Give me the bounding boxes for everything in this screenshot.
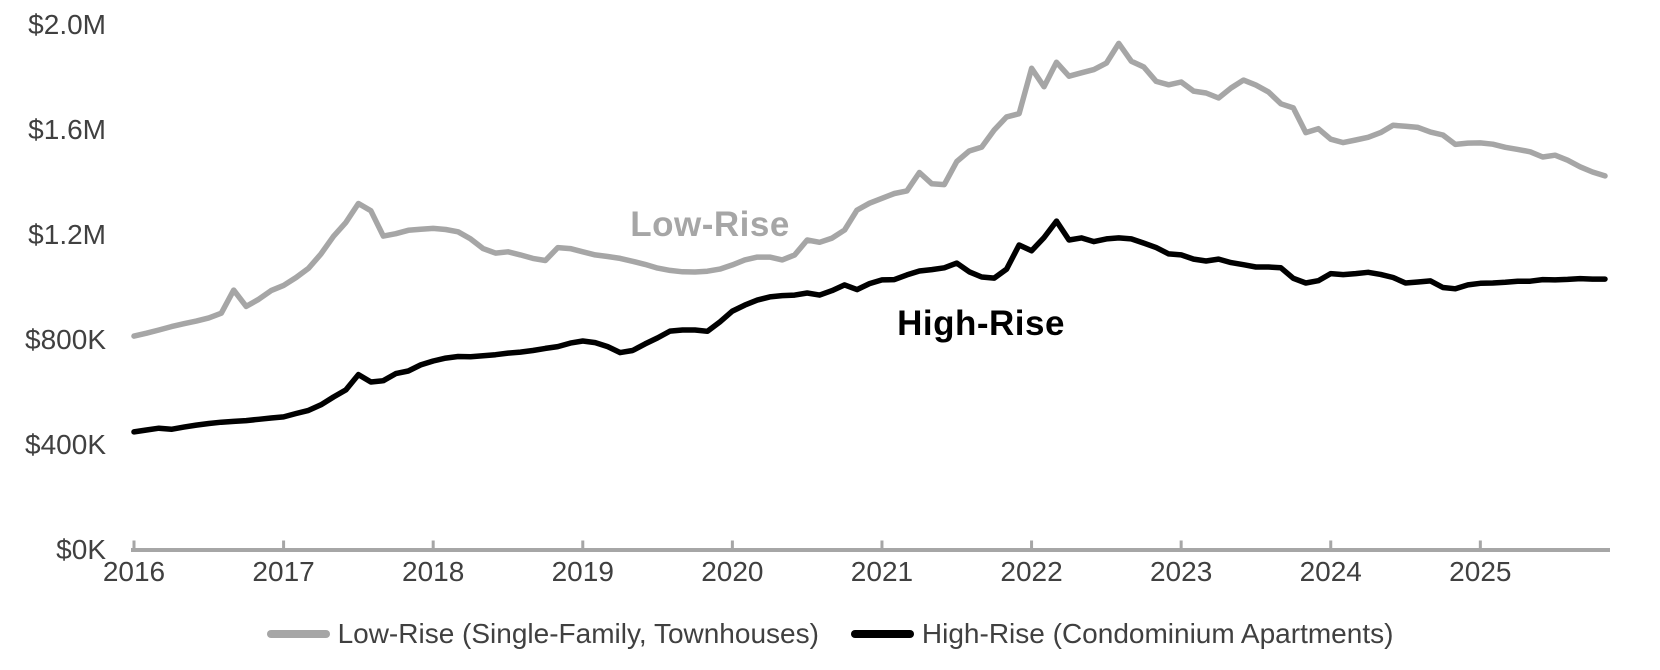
legend-label-low-rise: Low-Rise (Single-Family, Townhouses) — [337, 618, 819, 649]
y-axis-tick-label: $1.6M — [28, 114, 106, 145]
legend-item-high-rise: High-Rise (Condominium Apartments) — [850, 618, 1394, 650]
legend-item-low-rise: Low-Rise (Single-Family, Townhouses) — [266, 618, 819, 650]
series-label-low-rise: Low-Rise — [630, 205, 790, 244]
x-axis-tick-label: 2024 — [1299, 556, 1362, 587]
x-axis-tick-label: 2018 — [402, 556, 465, 587]
y-axis-tick-label: $400K — [25, 429, 106, 460]
low-rise-line-swatch — [266, 630, 330, 638]
x-axis-tick-label: 2019 — [551, 556, 614, 587]
high-rise-line-swatch — [850, 630, 914, 638]
y-axis-tick-label: $1.2M — [28, 219, 106, 250]
legend-label-high-rise: High-Rise (Condominium Apartments) — [921, 618, 1394, 649]
x-axis-tick-label: 2016 — [102, 556, 166, 587]
x-axis-tick-label: 2023 — [1149, 556, 1213, 587]
y-axis-tick-label: $0K — [56, 534, 106, 565]
x-axis-tick-label: 2025 — [1449, 556, 1512, 587]
x-axis-tick-label: 2022 — [1000, 556, 1063, 587]
x-axis-tick-label: 2020 — [701, 556, 764, 587]
legend: Low-Rise (Single-Family, Townhouses) Hig… — [0, 612, 1660, 656]
low-rise-line — [131, 40, 1608, 339]
y-axis-tick-label: $2.0M — [28, 9, 106, 40]
y-axis-tick-label: $800K — [25, 324, 106, 355]
high-rise-line — [131, 218, 1608, 435]
x-axis-tick-label: 2021 — [850, 556, 914, 587]
series-label-high-rise: High-Rise — [897, 304, 1065, 343]
x-axis-tick-label: 2017 — [252, 556, 315, 587]
